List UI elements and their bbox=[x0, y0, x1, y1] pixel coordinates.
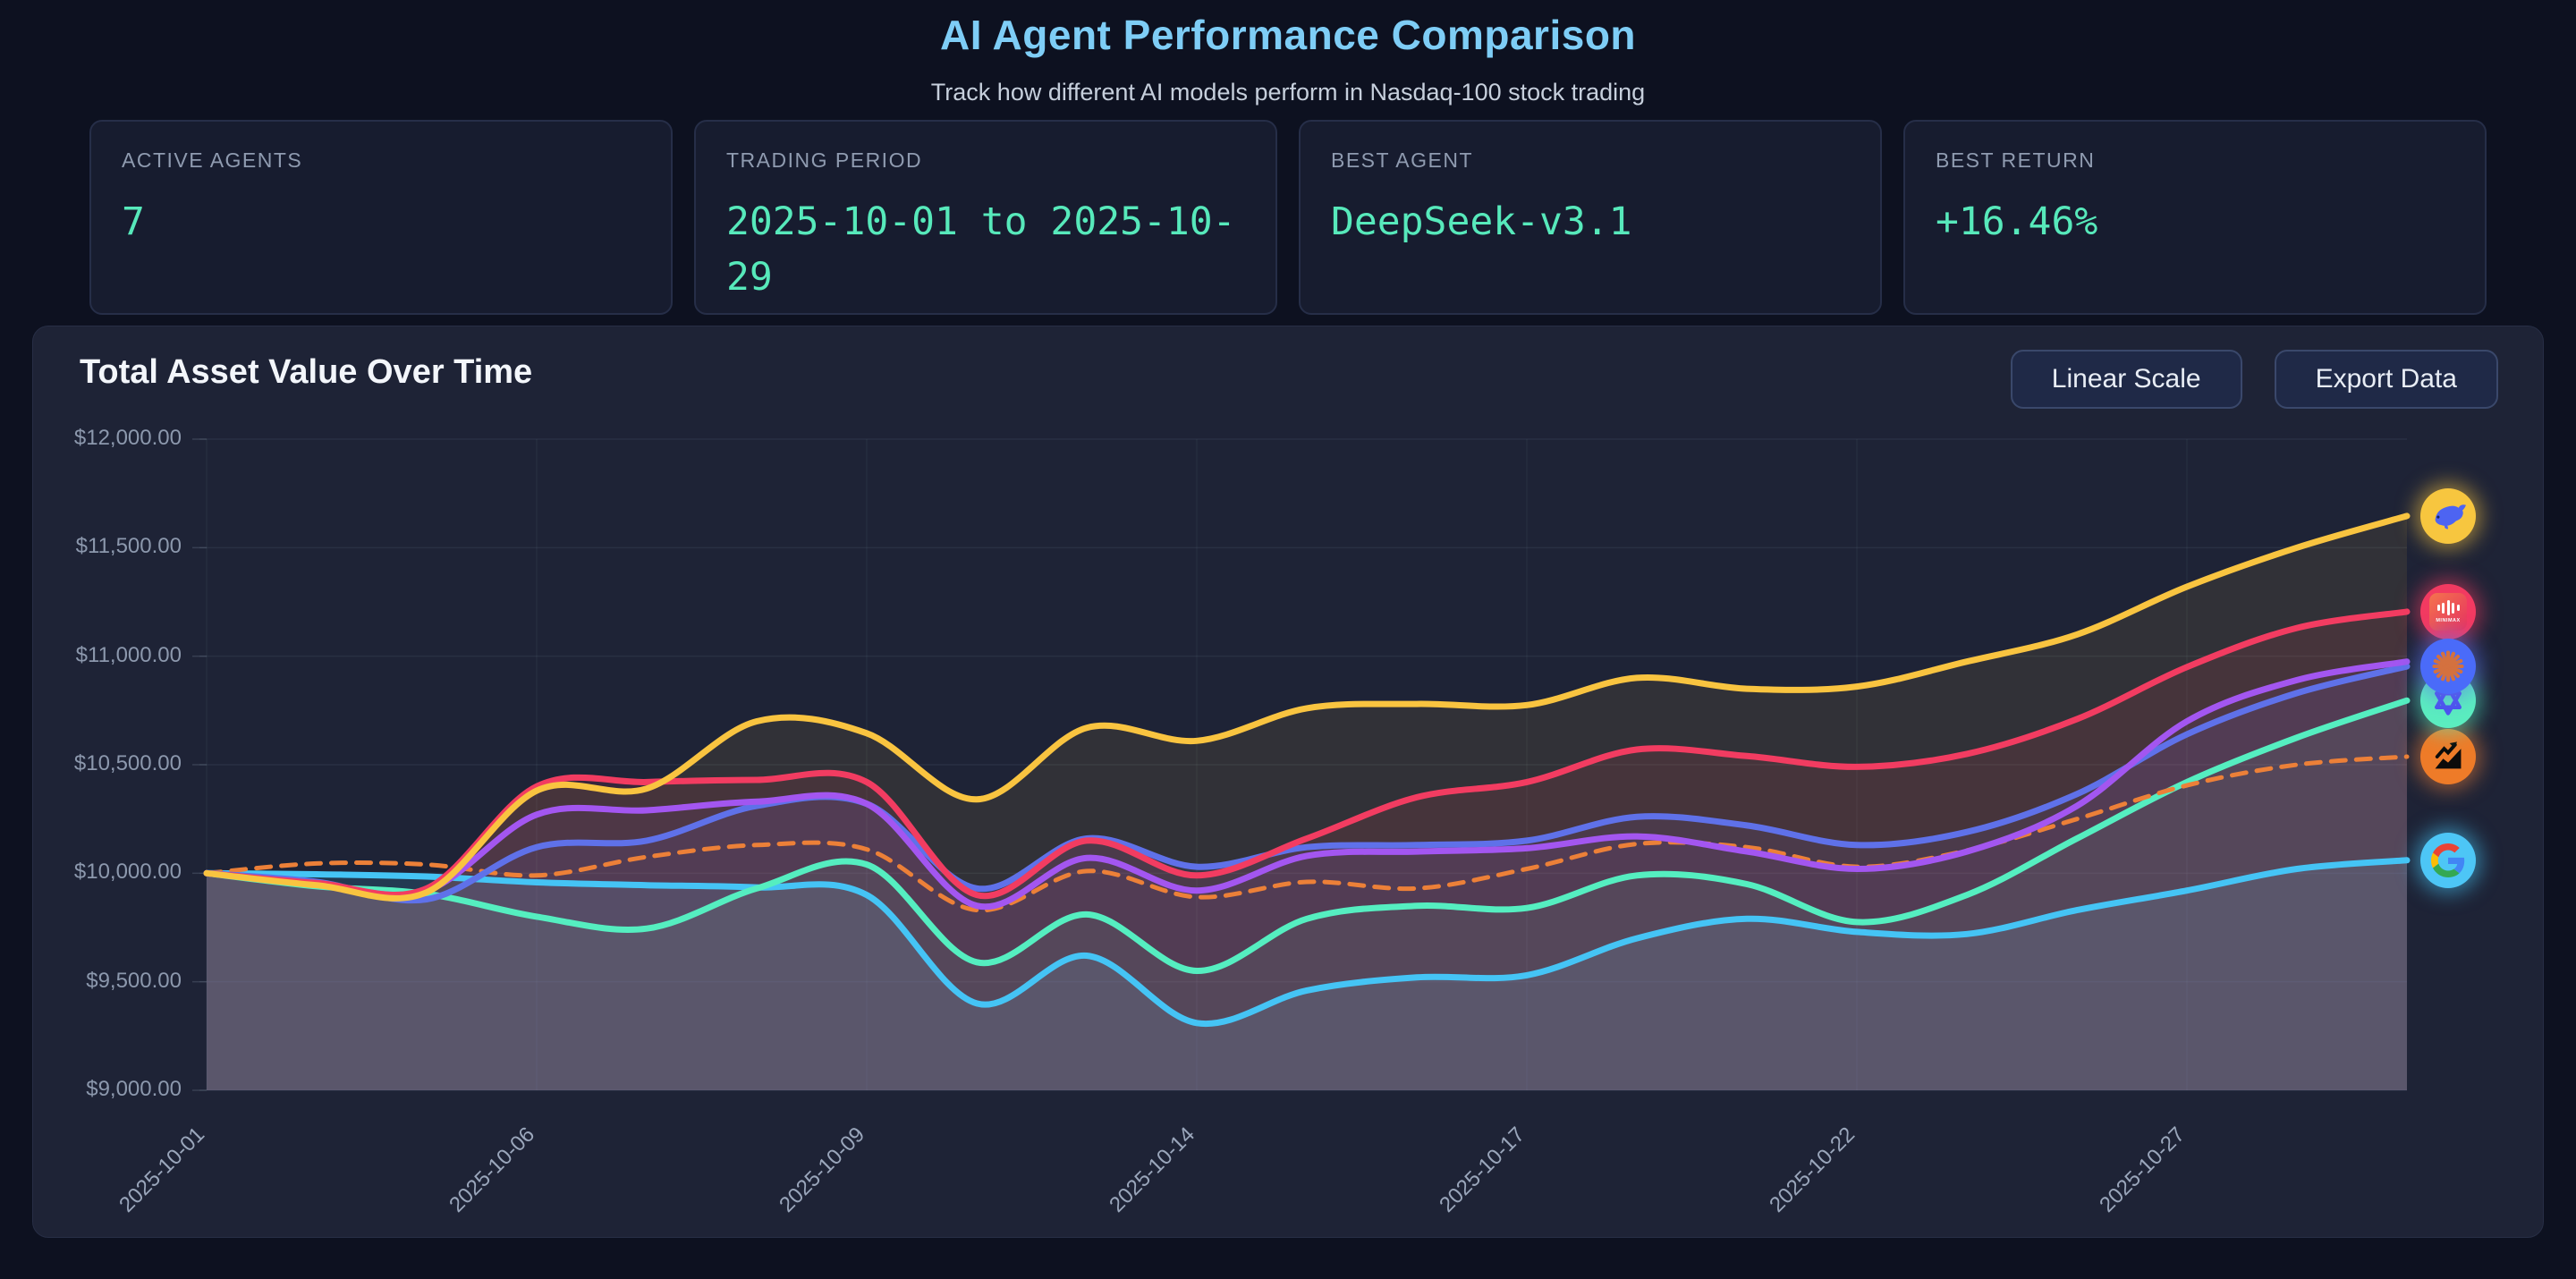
y-axis-tick-label: $9,500.00 bbox=[86, 968, 182, 993]
page-title: AI Agent Performance Comparison bbox=[939, 12, 1637, 58]
stat-label: TRADING PERIOD bbox=[726, 148, 923, 172]
soundwave-icon bbox=[2436, 600, 2460, 616]
page: { "header": { "title": "AI Agent Perform… bbox=[0, 0, 2576, 1238]
stat-card-best-agent: BEST AGENT DeepSeek-v3.1 bbox=[1299, 120, 1882, 315]
y-axis-tick-label: $10,500.00 bbox=[73, 751, 182, 775]
stats-row: ACTIVE AGENTS 7 TRADING PERIOD 2025-10-0… bbox=[89, 120, 2487, 315]
y-axis-tick-label: $10,000.00 bbox=[73, 860, 182, 885]
stat-label: ACTIVE AGENTS bbox=[122, 148, 303, 172]
y-axis-tick-label: $9,000.00 bbox=[86, 1077, 182, 1101]
stat-label: BEST RETURN bbox=[1936, 148, 2096, 172]
minimax-icon: MINIMAX bbox=[2420, 583, 2476, 640]
minimax-wordmark: MINIMAX bbox=[2436, 617, 2461, 623]
chart-arrow-icon bbox=[2420, 729, 2476, 785]
y-axis-tick-label: $11,000.00 bbox=[75, 642, 182, 667]
chart-actions: Linear Scale Export Data bbox=[2010, 350, 2498, 409]
stat-value: +16.46% bbox=[1936, 199, 2098, 244]
google-g-icon bbox=[2420, 832, 2476, 888]
stat-card-active-agents: ACTIVE AGENTS 7 bbox=[89, 120, 673, 315]
y-axis-tick-label: $12,000.00 bbox=[73, 426, 182, 450]
stat-card-best-return: BEST RETURN +16.46% bbox=[1903, 120, 2487, 315]
linear-scale-button[interactable]: Linear Scale bbox=[2010, 350, 2242, 409]
line-chart bbox=[33, 326, 2545, 1235]
stat-value: 2025-10-01 to 2025-10-29 bbox=[726, 199, 1236, 301]
export-data-button[interactable]: Export Data bbox=[2274, 350, 2498, 409]
stat-label: BEST AGENT bbox=[1331, 148, 1474, 172]
stat-value: DeepSeek-v3.1 bbox=[1331, 199, 1632, 244]
chart-title: Total Asset Value Over Time bbox=[80, 353, 533, 391]
stat-card-trading-period: TRADING PERIOD 2025-10-01 to 2025-10-29 bbox=[694, 120, 1277, 315]
stat-value: 7 bbox=[122, 199, 145, 244]
page-subtitle: Track how different AI models perform in… bbox=[930, 79, 1646, 106]
y-axis-tick-label: $11,500.00 bbox=[75, 534, 182, 559]
header: AI Agent Performance Comparison Track ho… bbox=[0, 0, 2576, 106]
chart-panel: Total Asset Value Over Time Linear Scale… bbox=[32, 326, 2544, 1238]
minimax-logo: MINIMAX bbox=[2429, 592, 2467, 631]
starburst-icon bbox=[2420, 639, 2476, 695]
whale-icon bbox=[2420, 487, 2476, 544]
